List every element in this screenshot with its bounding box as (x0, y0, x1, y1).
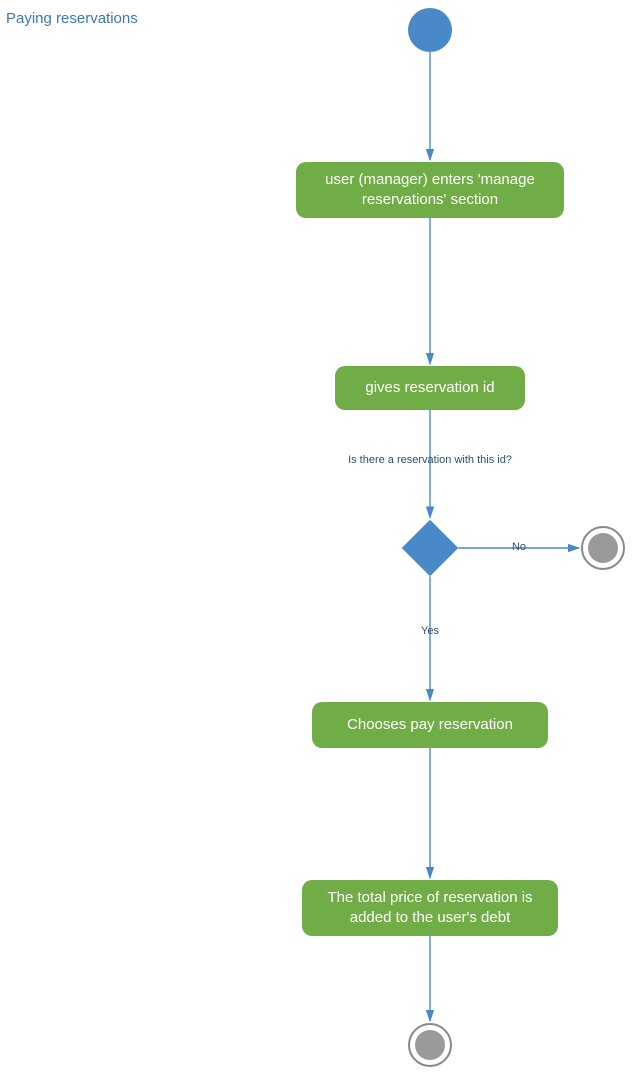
edge-label: Is there a reservation with this id? (348, 454, 512, 466)
edge-label: No (512, 541, 526, 553)
activity-step4: The total price of reservation is added … (302, 880, 558, 936)
activity-step1: user (manager) enters 'manage reservatio… (296, 162, 564, 218)
flowchart-canvas: Paying reservations user (manager) enter… (0, 0, 637, 1085)
activity-step3: Chooses pay reservation (312, 702, 548, 748)
activity-step2: gives reservation id (335, 366, 525, 410)
end-dot-end (415, 1030, 445, 1060)
edge-label: Yes (421, 625, 439, 637)
start-node (408, 8, 452, 52)
end-dot-end_no (588, 533, 618, 563)
